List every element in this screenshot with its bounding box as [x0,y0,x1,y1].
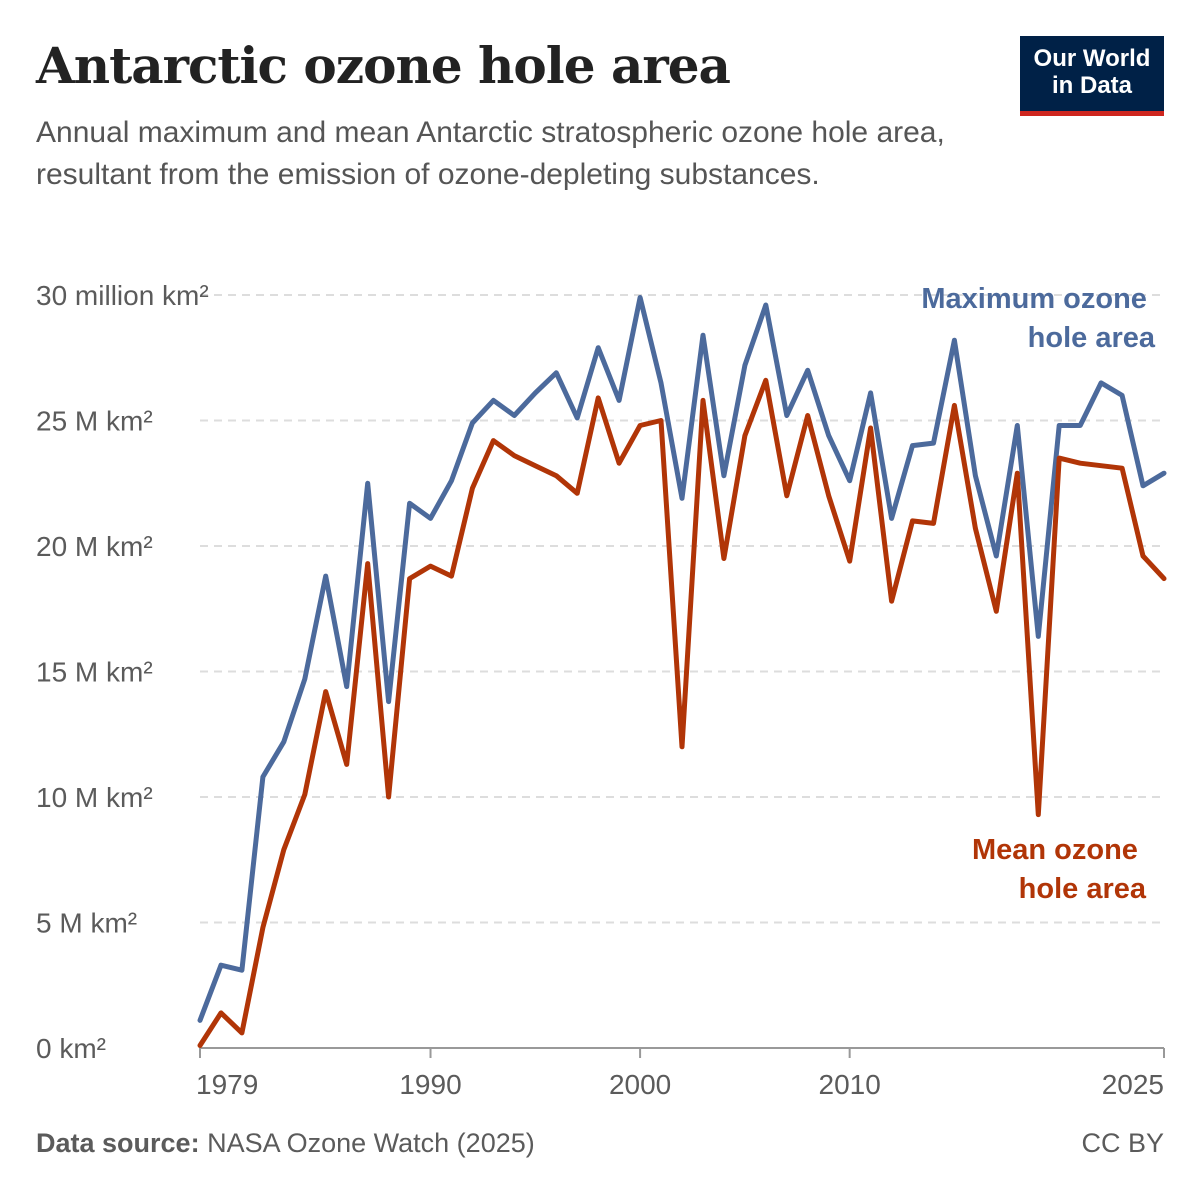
x-tick-label: 2000 [609,1069,671,1100]
mean-series-label: Mean ozone hole area [972,834,1147,905]
x-axis: 1979 1990 2000 2010 2025 [196,1047,1165,1100]
y-tick-label: 10 M km² [36,782,153,813]
series-labels: Maximum ozone hole area Mean ozone hole … [921,283,1156,905]
max-series-line[interactable] [197,295,1167,1023]
series-lines [197,295,1167,1048]
y-tick-label: 30 million km² [36,280,209,311]
max-series-label-line-1: Maximum ozone [921,283,1147,315]
chart-title: Antarctic ozone hole area [36,36,731,95]
y-tick-label: 0 km² [36,1033,106,1064]
mean-series-label-line-1: Mean ozone [972,834,1138,866]
logo-line-2: in Data [1051,72,1132,99]
logo-line-1: Our World [1033,45,1151,72]
owid-logo[interactable]: Our World in Data [1020,36,1164,116]
y-axis-ticks: 0 km² 5 M km² 10 M km² 15 M km² 20 M km² 25 M… [36,280,209,1064]
max-series-label-line-2: hole area [1028,322,1156,354]
gridlines [200,294,1164,924]
license-label[interactable]: CC BY [1081,1128,1164,1158]
source-label: Data source: [36,1128,200,1158]
mean-series-line[interactable] [197,377,1167,1048]
x-tick-label: 2010 [819,1069,881,1100]
mean-series-label-line-2: hole area [1019,873,1147,905]
max-series-label: Maximum ozone hole area [921,283,1156,354]
x-tick-label: 1979 [196,1069,258,1100]
y-tick-label: 25 M km² [36,406,153,437]
x-tick-label: 2025 [1102,1069,1164,1100]
y-tick-label: 20 M km² [36,531,153,562]
chart-subtitle: Annual maximum and mean Antarctic strato… [36,116,945,191]
x-tick-label: 1990 [399,1069,461,1100]
y-tick-label: 15 M km² [36,657,153,688]
source-text[interactable]: NASA Ozone Watch (2025) [207,1128,535,1158]
footer: Data source: NASA Ozone Watch (2025) CC … [36,1128,1164,1159]
y-tick-label: 5 M km² [36,908,137,939]
